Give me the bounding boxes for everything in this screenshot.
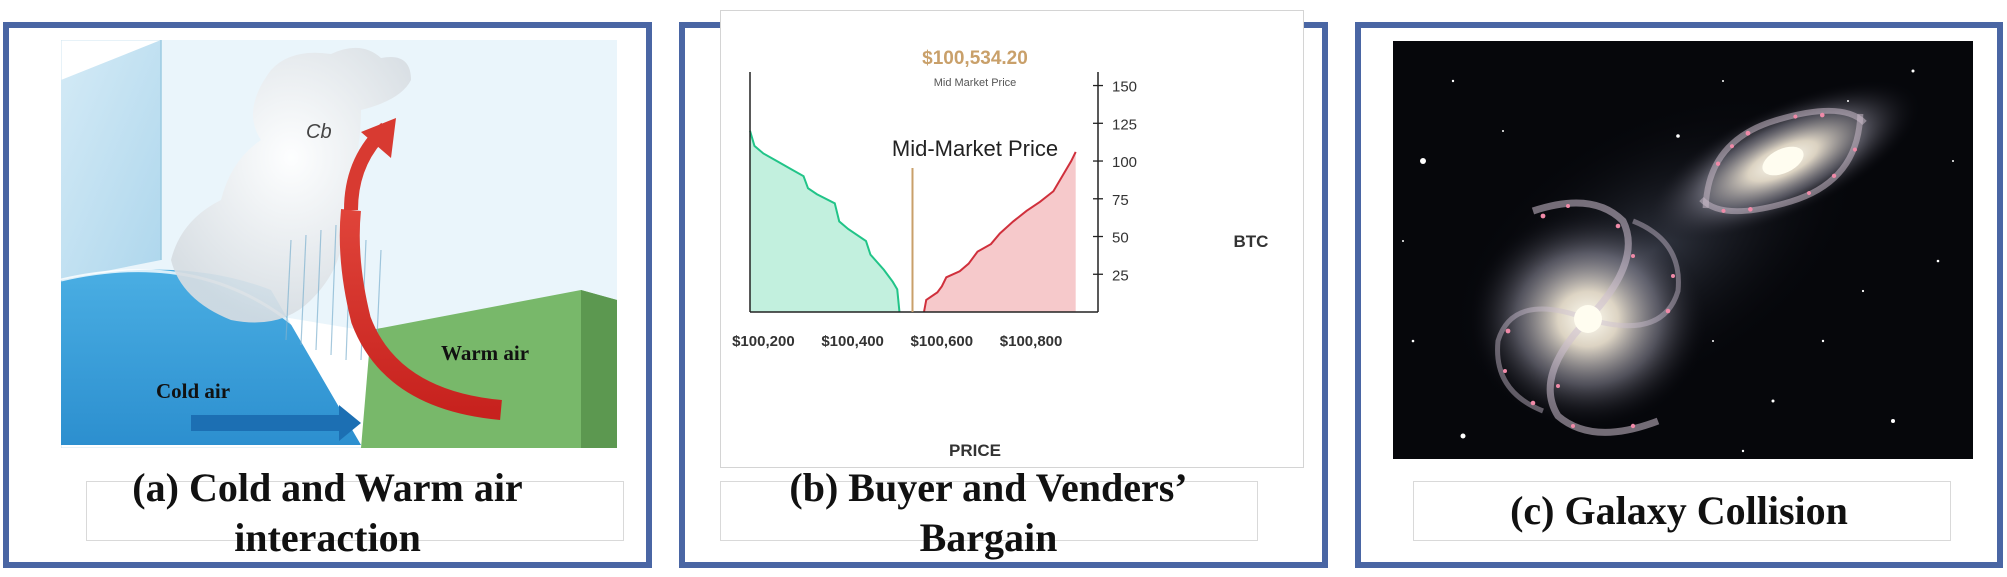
cb-label: Cb	[306, 121, 332, 143]
galaxy-collision-image	[1393, 41, 1973, 459]
x-tick-label: $100,200	[732, 333, 795, 350]
caption-b: (b) Buyer and Venders’ Bargain	[685, 463, 1292, 563]
caption-a: (a) Cold and Warm air interaction	[9, 463, 646, 563]
caption-a-line2: interaction	[234, 515, 421, 560]
depth-chart: $100,534.20 Mid Market Price Mid-Market …	[732, 48, 1269, 460]
chart-annotation: Mid-Market Price	[892, 136, 1058, 161]
panel-cold-warm-air: Cb Warm air Cold air (a) Cold and Warm a…	[3, 22, 652, 568]
bid-line	[749, 130, 901, 313]
y-tick-label: 100	[1112, 154, 1137, 171]
y-tick-label: 75	[1112, 192, 1129, 209]
cold-air-label: Cold air	[156, 379, 230, 403]
panel-galaxy-collision: (c) Galaxy Collision	[1355, 22, 2003, 568]
y-tick-label: 125	[1112, 116, 1137, 133]
y-tick-label: 150	[1112, 79, 1137, 96]
chart-xlabel: PRICE	[949, 441, 1001, 460]
chart-price-label: $100,534.20	[922, 48, 1028, 69]
x-tick-label: $100,800	[1000, 333, 1063, 350]
x-tick-label: $100,400	[821, 333, 884, 350]
warm-air-label: Warm air	[441, 341, 529, 365]
cold-warm-air-illustration: Cb Warm air Cold air	[61, 40, 617, 448]
y-tick-label: 50	[1112, 230, 1129, 247]
x-tick-label: $100,600	[911, 333, 974, 350]
bid-area	[750, 130, 900, 312]
caption-box-b	[720, 481, 1258, 541]
ask-area	[924, 151, 1076, 312]
caption-a-line1: (a) Cold and Warm air	[132, 465, 523, 510]
panel-buyer-seller: $100,534.20 Mid Market Price Mid-Market …	[679, 10, 1328, 568]
chart-price-sublabel: Mid Market Price	[934, 77, 1017, 89]
y-tick-label: 25	[1112, 267, 1129, 284]
ask-line	[923, 151, 1077, 313]
caption-b-line2: Bargain	[919, 515, 1058, 560]
caption-b-line1: (b) Buyer and Venders’	[789, 465, 1188, 510]
chart-ylabel: BTC	[1234, 232, 1269, 251]
caption-c-text: (c) Galaxy Collision	[1510, 488, 1848, 533]
caption-box-c	[1413, 481, 1951, 541]
caption-c: (c) Galaxy Collision	[1361, 486, 1997, 536]
caption-box-a	[86, 481, 624, 541]
